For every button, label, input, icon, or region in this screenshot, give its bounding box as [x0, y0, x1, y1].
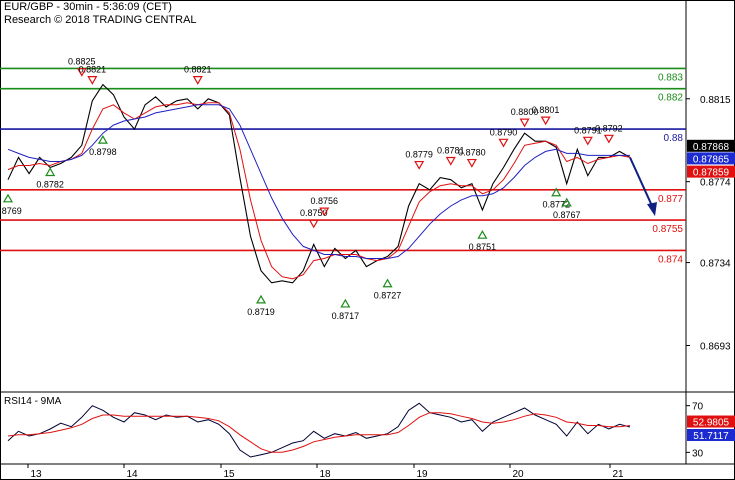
support-marker	[97, 134, 108, 144]
resistance-marker	[319, 207, 330, 217]
rsi-badge	[687, 415, 735, 428]
high-label: 0.8801	[532, 105, 560, 115]
x-tick-label: 19	[416, 469, 428, 480]
rsi-line	[7, 402, 631, 458]
high-label: 0.8791	[574, 125, 602, 135]
x-tick-label: 18	[319, 469, 331, 480]
high-label: 0.8779	[405, 150, 433, 160]
y-tick-label: 0.8815	[700, 95, 731, 106]
rsi-badge	[687, 429, 735, 442]
chart-title: EUR/GBP - 30min - 5:36:09 (CET)	[4, 1, 172, 13]
rsi-badge-label: 51.7117	[693, 431, 729, 442]
price-badge-label: 0.87868	[693, 142, 730, 153]
forecast-arrow-shaft	[629, 157, 654, 209]
copyright-text: Research © 2018 TRADING CENTRAL	[4, 14, 197, 26]
rsi-y-tick-label: 30	[692, 448, 704, 459]
level-label: 0.883	[658, 72, 683, 83]
level-label: 0.874	[658, 254, 683, 265]
low-label: 0.8798	[89, 147, 117, 157]
rsi-panel: RSI14 - 9MA 70 30 52.9805 51.7117	[4, 396, 735, 459]
high-label: 0.8781	[437, 146, 465, 156]
high-label: 0.8825	[68, 57, 96, 67]
high-label: 0.8792	[595, 123, 623, 133]
rsi-ma-line	[7, 412, 631, 453]
low-label: 0.8782	[36, 180, 64, 190]
annotation-markers: 0.87690.87820.88250.88210.87980.88210.87…	[0, 57, 623, 321]
high-label: 0.8821	[184, 65, 212, 75]
resistance-marker	[414, 160, 425, 170]
resistance-marker	[445, 156, 456, 166]
level-label: 0.8755	[652, 224, 683, 235]
resistance-marker	[519, 118, 530, 128]
low-label: 0.8767	[553, 210, 581, 220]
low-label: 0.8717	[332, 311, 360, 321]
rsi-y-tick-label: 70	[692, 402, 704, 413]
resistance-marker	[87, 76, 98, 85]
y-tick-label: 0.8734	[700, 259, 731, 270]
resistance-marker	[308, 219, 319, 229]
level-label: 0.877	[658, 194, 683, 205]
price-badge	[687, 165, 735, 178]
resistance-marker	[498, 138, 509, 148]
y-tick-label: 0.8774	[700, 178, 731, 189]
price-close-line	[7, 83, 631, 284]
resistance-marker	[466, 158, 477, 168]
price-badge	[687, 152, 735, 165]
rsi-badge-label: 52.9805	[693, 418, 730, 429]
axes: 0.8815 0.8774 0.8734 0.8693 13 14 15 18 19 20 21	[27, 95, 731, 480]
low-label: 0.8772	[542, 200, 570, 210]
resistance-marker	[603, 134, 614, 144]
support-marker	[551, 187, 562, 197]
price-badge	[687, 139, 735, 152]
price-badge-label: 0.87859	[693, 168, 730, 179]
low-label: 0.8751	[469, 242, 497, 252]
support-marker	[382, 278, 393, 288]
price-badge-label: 0.87865	[693, 154, 730, 165]
high-label: 0.8800	[511, 107, 539, 117]
support-marker	[255, 294, 267, 304]
x-tick-label: 20	[512, 469, 524, 480]
resistance-marker	[540, 116, 551, 126]
support-marker	[45, 167, 56, 177]
slow-ma-line	[7, 104, 630, 259]
resistance-marker	[76, 67, 87, 77]
x-tick-label: 15	[223, 469, 235, 480]
resistance-marker	[582, 136, 593, 146]
forecast-arrow-head	[647, 202, 657, 217]
support-marker	[477, 229, 488, 239]
high-label: 0.8790	[490, 127, 518, 137]
high-label: 0.8750	[300, 208, 328, 218]
low-label: 0.8719	[247, 307, 275, 317]
low-label: 0.8727	[374, 291, 402, 301]
x-tick-label: 21	[612, 469, 624, 480]
level-label: 0.882	[658, 93, 683, 104]
support-marker	[340, 298, 351, 308]
fast-ma-line	[7, 102, 631, 280]
x-tick-label: 14	[126, 469, 138, 480]
resistance-marker	[192, 76, 203, 85]
level-lines: 0.883 0.882 0.88 0.877 0.8755 0.874	[0, 67, 686, 265]
high-label: 0.8756	[311, 196, 339, 206]
rsi-title: RSI14 - 9MA	[4, 396, 62, 407]
high-label: 0.8780	[458, 148, 486, 158]
x-tick-label: 13	[30, 469, 42, 480]
y-tick-label: 0.8693	[700, 341, 731, 352]
price-series	[7, 83, 657, 284]
high-label: 0.8821	[79, 65, 107, 75]
support-marker	[2, 193, 14, 203]
level-label: 0.88	[664, 133, 684, 144]
support-marker	[561, 197, 572, 207]
low-label: 0.8769	[0, 206, 22, 216]
